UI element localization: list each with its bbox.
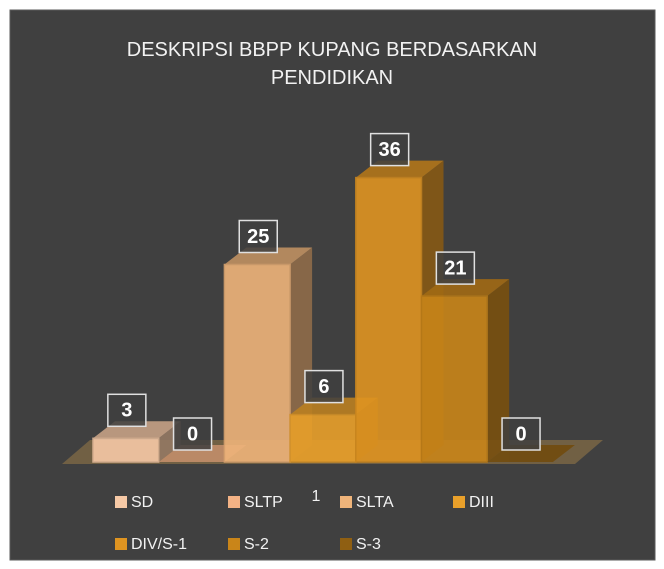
data-label: 3	[121, 400, 132, 422]
legend-swatch	[228, 496, 240, 508]
legend-label: SLTA	[356, 494, 394, 511]
bar-front	[223, 263, 291, 463]
data-label-box	[107, 393, 147, 428]
legend-swatch	[115, 538, 127, 550]
x-tick-label: 1	[312, 488, 321, 505]
chart-title: DESKRIPSI BBPP KUPANG BERDASARKAN PENDID…	[126, 39, 538, 89]
legend-swatch	[228, 538, 240, 550]
data-label: 25	[247, 226, 269, 248]
legend-label: SLTP	[244, 494, 283, 511]
legend-swatch	[340, 496, 352, 508]
data-label-box	[435, 251, 476, 285]
data-label-box	[501, 417, 541, 451]
bar-front	[289, 413, 357, 463]
legend-label: S-3	[356, 536, 381, 553]
chart-background	[9, 9, 656, 561]
data-label: 36	[379, 139, 401, 161]
data-label-box	[172, 417, 213, 451]
bar-side	[487, 279, 510, 462]
legend-swatch	[340, 538, 352, 550]
data-label-box	[238, 219, 278, 254]
data-label: 0	[187, 423, 198, 445]
data-label: 0	[515, 423, 526, 445]
bar	[355, 160, 444, 463]
bar-front	[355, 176, 423, 463]
legend-label: DIII	[469, 494, 494, 511]
data-label-box	[304, 369, 344, 404]
legend-swatch	[115, 496, 127, 508]
legend-swatch	[453, 496, 465, 508]
legend-label: DIV/S-1	[131, 536, 187, 553]
legend-label: SD	[131, 494, 153, 511]
bar	[223, 247, 313, 463]
bar-front	[92, 437, 160, 463]
legend-label: S-2	[244, 536, 269, 553]
bar-front	[420, 295, 488, 463]
data-label: 21	[444, 257, 466, 279]
bar	[420, 279, 510, 463]
data-label: 6	[318, 376, 329, 398]
data-label-box	[369, 132, 410, 167]
